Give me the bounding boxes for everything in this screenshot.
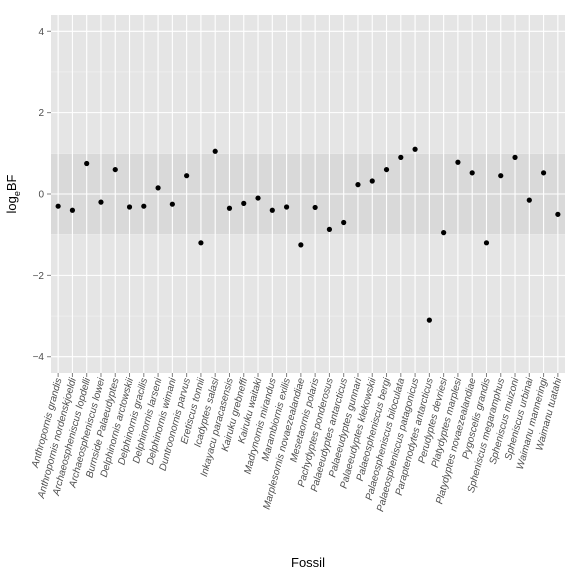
data-point (369, 178, 375, 184)
data-point (398, 154, 404, 160)
data-point (283, 204, 290, 210)
data-point (169, 201, 175, 207)
y-tick-label: 0 (38, 190, 44, 201)
y-axis-title-log: log (4, 196, 19, 213)
data-point (383, 166, 390, 173)
data-point (555, 211, 561, 217)
data-point (312, 204, 318, 211)
data-point (141, 203, 147, 209)
data-point (455, 159, 461, 165)
data-point (255, 195, 261, 201)
data-point (84, 160, 90, 167)
data-point (241, 200, 247, 206)
data-point (55, 203, 61, 209)
data-point (498, 173, 504, 179)
data-point (355, 182, 361, 188)
y-tick-label: −2 (33, 271, 45, 282)
y-axis-title: logeBF (4, 174, 22, 213)
data-point (226, 205, 233, 211)
data-point (441, 230, 447, 236)
data-point (269, 207, 275, 213)
data-point (112, 166, 118, 173)
y-axis-title-bf: BF (4, 174, 19, 191)
data-point (184, 173, 190, 179)
x-axis-title: Fossil (291, 555, 325, 570)
data-point (326, 226, 333, 232)
data-point (212, 148, 218, 154)
data-point (69, 207, 76, 213)
data-point (469, 170, 475, 176)
y-tick-label: 4 (38, 27, 44, 38)
data-point (298, 242, 304, 248)
data-point (526, 197, 532, 203)
data-point (483, 240, 490, 246)
data-point (126, 204, 133, 210)
data-point (198, 240, 204, 246)
y-axis-title-base: e (12, 191, 22, 196)
data-point (540, 170, 547, 176)
data-point (341, 219, 347, 226)
data-point (412, 146, 418, 152)
data-point (426, 317, 432, 323)
y-tick-label: −4 (33, 352, 45, 363)
y-tick-label: 2 (38, 108, 44, 119)
data-point (98, 199, 104, 205)
data-point (512, 154, 518, 160)
data-point (155, 185, 161, 191)
